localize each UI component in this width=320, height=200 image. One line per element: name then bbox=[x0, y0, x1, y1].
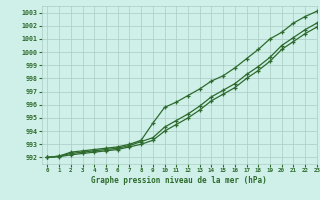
X-axis label: Graphe pression niveau de la mer (hPa): Graphe pression niveau de la mer (hPa) bbox=[91, 176, 267, 185]
